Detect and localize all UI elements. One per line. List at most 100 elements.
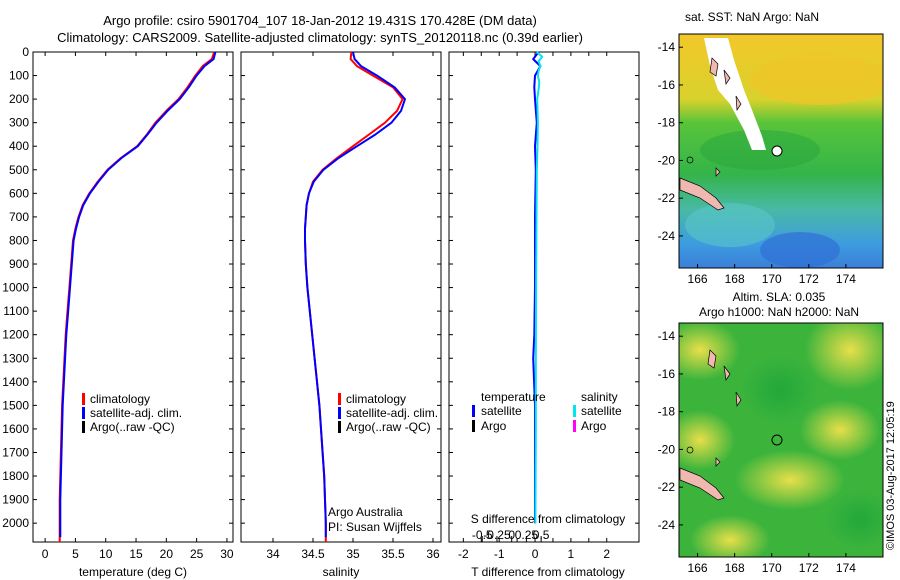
sst-blue-patch [760, 232, 840, 268]
sst-map-lat-label: -18 [658, 116, 676, 130]
sla-low-patch [825, 490, 883, 550]
temperature-legend: climatology satellite-adj. clim. Argo(..… [82, 392, 182, 434]
temperature-xtick-label: 15 [129, 547, 143, 561]
temperature-xtick-label: 25 [190, 547, 204, 561]
legend-argo-label: Argo(..raw -QC) [346, 420, 431, 434]
legend-s-argo-label: Argo [581, 419, 607, 433]
salinity-note-institution: Argo Australia [328, 505, 403, 519]
legend-temperature-heading: temperature [481, 390, 546, 404]
sla-map-title: Altim. SLA: 0.035 [733, 290, 826, 304]
depth-tick-label: 2000 [2, 516, 29, 530]
temperature-panel: 0100200300400500600700800900100011001200… [2, 45, 234, 579]
new-caledonia [679, 177, 725, 211]
imos-credit: ©IMOS 03-Aug-2017 12:05:19 [885, 401, 897, 550]
sst-map-lat-label: -20 [658, 153, 676, 167]
argo-location-marker [771, 145, 783, 157]
difference-series-s-satellite [534, 51, 544, 524]
legend-climatology-swatch [338, 393, 341, 405]
sla-high-patch [800, 400, 880, 460]
legend-salinity-heading: salinity [581, 390, 618, 404]
sla-map-lat-label: -16 [658, 367, 676, 381]
salinity-xtick-label: 35 [346, 547, 360, 561]
difference-legend-temperature: temperature satellite Argo [472, 390, 546, 433]
new-caledonia [679, 467, 725, 501]
sst-map-lat-label: -22 [658, 191, 676, 205]
argo-location-marker [771, 434, 783, 446]
temperature-xtick-label: 0 [42, 547, 49, 561]
sst-map-lon-label: 166 [688, 272, 708, 286]
legend-t-argo-label: Argo [481, 419, 507, 433]
temperature-series-satellite-adj-clim- [59, 51, 217, 538]
salinity-legend: climatology satellite-adj. clim. Argo(..… [338, 392, 438, 434]
sst-map-lon-label: 174 [836, 272, 856, 286]
sla-map-lat-label: -24 [658, 518, 676, 532]
depth-tick-label: 1800 [2, 469, 29, 483]
salinity-note-pi: PI: Susan Wijffels [328, 520, 422, 534]
depth-tick-label: 700 [9, 210, 29, 224]
sst-map: sat. SST: NaN Argo: NaN 166 168 170 172 174 -… [658, 10, 884, 286]
legend-s-satellite-label: satellite [581, 404, 622, 418]
depth-tick-label: 600 [9, 186, 29, 200]
island-5 [686, 156, 694, 164]
depth-tick-label: 500 [9, 163, 29, 177]
sst-map-frame [678, 33, 884, 269]
sst-missing-data [704, 38, 766, 150]
legend-climatology-swatch [82, 393, 85, 405]
difference-xtick-label: 2 [603, 547, 610, 561]
depth-tick-label: 1900 [2, 493, 29, 507]
temperature-xtick-label: 20 [160, 547, 174, 561]
sst-map-lon-label: 168 [725, 272, 745, 286]
sla-map-lat-label: -22 [658, 480, 676, 494]
salinity-series-satellite-adj-clim- [304, 51, 406, 538]
sla-map-frame [678, 322, 884, 558]
island-4 [715, 457, 721, 467]
legend-argo-label: Argo(..raw -QC) [90, 420, 175, 434]
legend-satellite-label: satellite-adj. clim. [346, 406, 438, 420]
legend-satellite-swatch [338, 407, 341, 419]
depth-tick-label: 1500 [2, 398, 29, 412]
sst-map-lat-label: -16 [658, 78, 676, 92]
salinity-xtick-label: 35.5 [381, 547, 405, 561]
s-diff-xtick-label: 0.5 [533, 528, 550, 542]
figure-title-line-1: Argo profile: csiro 5901704_107 18-Jan-2… [103, 13, 537, 28]
s-diff-xtick-label: 0 [508, 528, 515, 542]
sla-high-patch [679, 410, 735, 470]
island-1 [707, 349, 717, 369]
s-diff-xtick-label: -0.5 [472, 528, 493, 542]
legend-t-satellite-label: satellite [481, 404, 522, 418]
depth-tick-label: 1300 [2, 351, 29, 365]
sla-high-patch [735, 450, 845, 510]
sla-map-lon-label: 170 [762, 561, 782, 575]
difference-panel: -2 -1 0 1 2-0.5-0.250 0.250.5 S difference fr… [448, 51, 640, 579]
depth-tick-label: 100 [9, 69, 29, 83]
difference-xtick-label: 1 [568, 547, 575, 561]
legend-s-argo-swatch [573, 420, 576, 432]
difference-top-xlabel: S difference from climatology [471, 512, 626, 526]
island-3 [735, 391, 742, 408]
sla-map-lon-label: 172 [799, 561, 819, 575]
island-2 [723, 69, 731, 85]
temperature-xtick-label: 5 [72, 547, 79, 561]
sla-map-lat-label: -18 [658, 405, 676, 419]
legend-climatology-label: climatology [346, 392, 406, 406]
legend-satellite-swatch [82, 407, 85, 419]
legend-climatology-label: climatology [90, 392, 150, 406]
sla-map-lon-label: 174 [836, 561, 856, 575]
salinity-xtick-label: 36 [426, 547, 440, 561]
depth-tick-label: 1100 [3, 304, 29, 318]
island-4 [715, 167, 721, 177]
depth-tick-label: 900 [9, 257, 29, 271]
depth-tick-label: 1600 [2, 422, 29, 436]
island-3 [735, 95, 742, 112]
salinity-plot-frame [240, 51, 442, 543]
legend-argo-swatch [82, 421, 85, 433]
legend-s-satellite-swatch [573, 405, 576, 417]
difference-legend-salinity: salinity satellite Argo [573, 390, 622, 433]
s-diff-xtick-label: -0.25 [483, 528, 511, 542]
depth-tick-label: 800 [9, 233, 29, 247]
sst-map-title: sat. SST: NaN Argo: NaN [685, 10, 819, 24]
salinity-xtick-label: 34.5 [301, 547, 325, 561]
depth-tick-label: 0 [22, 45, 29, 59]
salinity-xlabel: salinity [323, 565, 360, 579]
depth-tick-label: 1200 [2, 328, 29, 342]
